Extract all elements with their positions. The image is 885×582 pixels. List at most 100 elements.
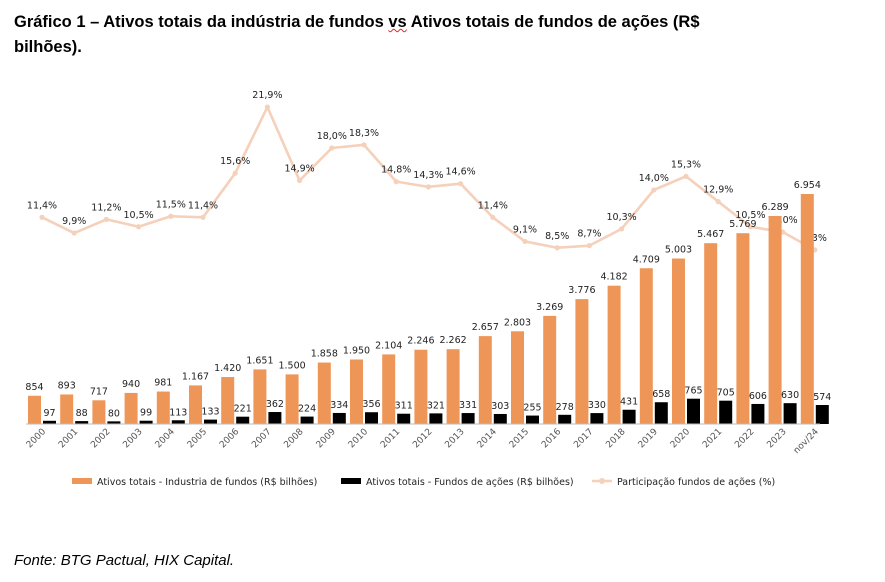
title-suffix: Ativos totais de fundos de ações (R$ bil… (14, 13, 700, 56)
industry-bar-2020 (672, 258, 685, 424)
x-tick-2022: 2022 (733, 427, 756, 450)
share-label-2013: 14,6% (446, 167, 476, 178)
equity-bar-2020 (687, 398, 700, 424)
industry-bar-2007 (253, 369, 267, 424)
equity-bar-2001 (75, 421, 89, 424)
equity-bar-label-2005: 133 (201, 407, 219, 418)
equity-bar-label-2009: 334 (330, 400, 348, 411)
share-point-2010 (361, 142, 367, 148)
industry-bar-label-2022: 5.769 (729, 219, 756, 230)
x-tick-2012: 2012 (411, 427, 434, 450)
share-point-2020 (683, 173, 689, 179)
industry-bar-2016 (543, 315, 557, 424)
equity-bar-2023 (783, 403, 797, 424)
equity-bar-label-2012: 321 (427, 400, 445, 411)
share-point-2011 (393, 179, 399, 185)
legend-swatch-industry (72, 478, 92, 484)
x-tick-2002: 2002 (89, 427, 112, 450)
x-tick-2006: 2006 (218, 427, 241, 450)
share-point-2002 (103, 216, 109, 222)
equity-bar-label-2003: 99 (140, 408, 152, 419)
x-tick-2009: 2009 (315, 427, 338, 450)
x-tick-2011: 2011 (379, 427, 402, 450)
industry-bar-2022 (736, 233, 750, 424)
share-label-2007: 21,9% (252, 90, 282, 101)
equity-bar-2013 (461, 413, 475, 424)
equity-bar-label-2008: 224 (298, 404, 316, 415)
x-tick-2014: 2014 (476, 427, 499, 450)
share-point-2004 (168, 213, 174, 219)
industry-bar-label-2016: 3.269 (536, 302, 563, 313)
share-label-2008: 14,9% (285, 164, 315, 175)
industry-bar-label-2005: 1.167 (182, 371, 209, 382)
x-tick-2020: 2020 (669, 427, 692, 450)
share-label-2022: 10,5% (735, 210, 765, 221)
share-label-2017: 8,7% (577, 229, 601, 240)
share-label-2021: 12,9% (703, 185, 733, 196)
title-vs: vs (388, 13, 407, 31)
share-point-2009 (329, 145, 335, 151)
equity-bar-2014 (493, 413, 507, 424)
equity-bar-label-nov/24: 574 (813, 392, 831, 403)
industry-bar-label-2012: 2.246 (407, 336, 434, 347)
x-tick-2015: 2015 (508, 427, 531, 450)
chart: 11,4%9,9%11,2%10,5%11,5% 11,4%15,6%21,9%1… (25, 90, 832, 488)
industry-bar-label-2006: 1.420 (214, 363, 241, 374)
x-tick-2023: 2023 (765, 427, 788, 450)
share-point-2018 (619, 226, 625, 232)
share-point-2003 (136, 224, 142, 230)
industry-bar-2019 (639, 268, 653, 424)
share-label-2010: 18,3% (349, 128, 379, 139)
industry-bar-2010 (350, 359, 363, 424)
industry-bar-2008 (285, 374, 299, 424)
share-point-2017 (586, 243, 593, 249)
share-label-2018: 10,3% (607, 212, 637, 223)
industry-bar-label-2001: 893 (58, 380, 76, 391)
equity-bar-2021 (719, 400, 733, 424)
equity-bar-label-2002: 80 (108, 408, 120, 419)
equity-bar-label-2020: 765 (684, 386, 702, 397)
industry-bar-2021 (704, 243, 718, 424)
share-label-2012: 14,3% (413, 170, 443, 181)
share-label-2000: 11,4% (27, 200, 57, 211)
industry-bar-2014 (478, 336, 492, 424)
share-point-2013 (458, 181, 464, 187)
legend-label-share: Participação fundos de ações (%) (617, 477, 775, 488)
industry-bar-label-2018: 4.182 (600, 272, 627, 283)
equity-bar-2007 (268, 412, 282, 424)
x-tick-2004: 2004 (154, 427, 177, 450)
industry-bar-label-2009: 1.858 (311, 349, 338, 360)
industry-bar-2023 (768, 215, 782, 424)
legend-label-equity: Ativos totais - Fundos de ações (R$ bilh… (366, 477, 574, 488)
industry-bar-label-2003: 940 (122, 379, 140, 390)
industry-bar-label-2013: 2.262 (439, 335, 466, 346)
industry-bar-2004 (156, 391, 170, 424)
x-tick-2013: 2013 (443, 427, 466, 450)
equity-bar-label-2004: 113 (169, 407, 187, 418)
equity-bar-2022 (751, 403, 765, 424)
equity-bar-label-2013: 331 (459, 400, 477, 411)
share-point-2021 (715, 198, 721, 205)
share-point-2001 (71, 230, 77, 236)
equity-bar-label-2021: 705 (717, 388, 735, 399)
x-tick-2019: 2019 (637, 427, 660, 450)
industry-bar-2001 (60, 394, 74, 424)
x-axis-ticks: 2000 2001 2002 2003 2004 2005 2006 2007 2008 2009… (25, 427, 821, 456)
industry-bar-2005 (189, 385, 202, 424)
legend-swatch-equity (341, 478, 361, 484)
equity-bar-label-2014: 303 (491, 401, 509, 412)
equity-bar-label-2023: 630 (781, 390, 799, 401)
x-tick-2003: 2003 (121, 427, 144, 450)
equity-bar-label-2017: 330 (588, 400, 606, 411)
title-prefix: Gráfico 1 – Ativos totais da indústria d… (14, 13, 389, 31)
industry-bar-label-2004: 981 (154, 378, 172, 389)
equity-bar-label-2015: 255 (523, 403, 541, 414)
share-point-2022 (747, 224, 754, 230)
industry-bar-label-2014: 2.657 (472, 322, 499, 333)
x-tick-2018: 2018 (604, 427, 627, 450)
industry-bar-2015 (511, 331, 524, 424)
share-label-2004: 11,5% (156, 199, 186, 210)
industry-bar-label-2020: 5.003 (665, 245, 692, 256)
equity-bar-label-2006: 221 (234, 404, 252, 415)
